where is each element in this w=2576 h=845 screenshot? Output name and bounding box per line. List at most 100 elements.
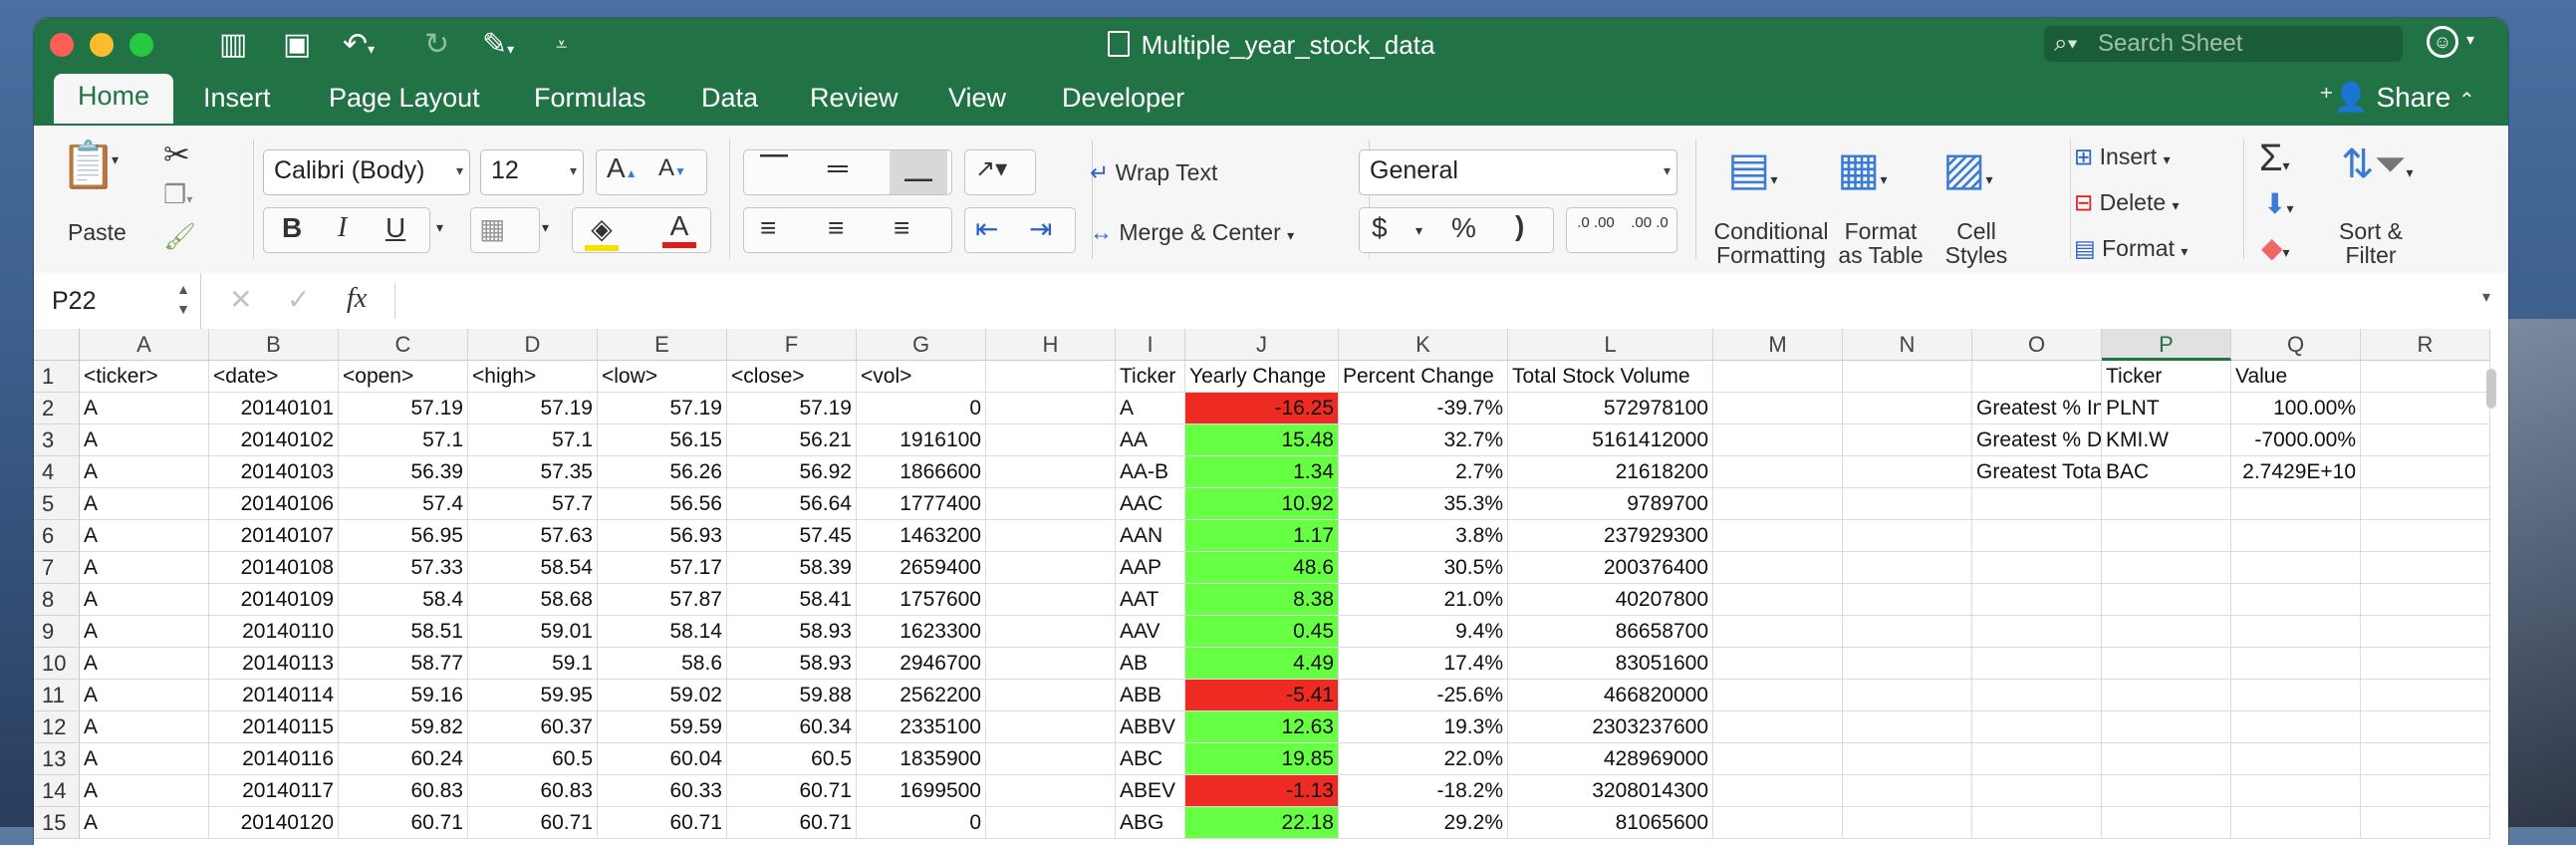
sort-filter-icon[interactable]: ⇅⏷▾	[2341, 142, 2414, 186]
row-header[interactable]: 4	[34, 456, 80, 488]
column-header-h[interactable]: H	[986, 329, 1116, 361]
cell-l2[interactable]: 572978100	[1508, 393, 1713, 424]
cell-j4[interactable]: 1.34	[1185, 456, 1339, 488]
cell-n2[interactable]	[1843, 393, 1972, 424]
column-header-m[interactable]: M	[1713, 329, 1843, 361]
redo-icon[interactable]: ↻	[424, 28, 450, 61]
cell-b8[interactable]: 20140109	[209, 584, 339, 616]
cell-g13[interactable]: 1835900	[857, 743, 986, 775]
cell-m15[interactable]	[1713, 807, 1843, 839]
cell-n9[interactable]	[1843, 616, 1972, 648]
cell-a5[interactable]: A	[80, 488, 209, 520]
cell-m14[interactable]	[1713, 775, 1843, 807]
cell-l15[interactable]: 81065600	[1508, 807, 1713, 839]
delete-cells-button[interactable]: ⊟ Delete ▾	[2074, 189, 2180, 216]
align-left-icon[interactable]: ≡	[760, 212, 777, 243]
cell-r8[interactable]	[2361, 584, 2490, 616]
row-header[interactable]: 2	[34, 393, 80, 424]
cell-m6[interactable]	[1713, 520, 1843, 552]
currency-options-icon[interactable]: ▾	[1416, 222, 1423, 238]
cell-f9[interactable]: 58.93	[727, 616, 857, 648]
cell-o2[interactable]: Greatest % Increase	[1972, 393, 2102, 424]
customize-icon[interactable]: ✎▾	[482, 28, 515, 61]
cell-styles-label[interactable]: Cell Styles	[1936, 219, 2016, 267]
cell-g14[interactable]: 1699500	[857, 775, 986, 807]
cell-i7[interactable]: AAP	[1116, 552, 1185, 584]
cell-k15[interactable]: 29.2%	[1339, 807, 1508, 839]
cell-n15[interactable]	[1843, 807, 1972, 839]
cell-f13[interactable]: 60.5	[727, 743, 857, 775]
conditional-formatting-label[interactable]: Conditional Formatting	[1707, 219, 1835, 267]
row-header[interactable]: 7	[34, 552, 80, 584]
cell-e14[interactable]: 60.33	[598, 775, 727, 807]
cell-q4[interactable]: 2.7429E+10	[2231, 456, 2361, 488]
cell-d7[interactable]: 58.54	[468, 552, 598, 584]
cell-g4[interactable]: 1866600	[857, 456, 986, 488]
row-header[interactable]: 5	[34, 488, 80, 520]
cell-j12[interactable]: 12.63	[1185, 711, 1339, 743]
expand-formula-bar-icon[interactable]: ▾	[2482, 289, 2491, 306]
cell-n13[interactable]	[1843, 743, 1972, 775]
cell-c8[interactable]: 58.4	[339, 584, 468, 616]
cell-f5[interactable]: 56.64	[727, 488, 857, 520]
cell-p9[interactable]	[2102, 616, 2231, 648]
cell-d3[interactable]: 57.1	[468, 424, 598, 456]
cell-j2[interactable]: -16.25	[1185, 393, 1339, 424]
cell-k13[interactable]: 22.0%	[1339, 743, 1508, 775]
cell-m10[interactable]	[1713, 648, 1843, 680]
cell-h9[interactable]	[986, 616, 1116, 648]
cell-styles-icon[interactable]: ▨▾	[1942, 142, 1993, 194]
cell-j14[interactable]: -1.13	[1185, 775, 1339, 807]
cell-k7[interactable]: 30.5%	[1339, 552, 1508, 584]
name-box-stepper-icon[interactable]: ▲ ▼	[176, 281, 190, 317]
cell-n14[interactable]	[1843, 775, 1972, 807]
column-header-q[interactable]: Q	[2231, 329, 2361, 361]
cell-a9[interactable]: A	[80, 616, 209, 648]
cell-c15[interactable]: 60.71	[339, 807, 468, 839]
cell-p12[interactable]	[2102, 711, 2231, 743]
cell-o10[interactable]	[1972, 648, 2102, 680]
cell-o1[interactable]	[1972, 361, 2102, 393]
cell-q6[interactable]	[2231, 520, 2361, 552]
cell-f11[interactable]: 59.88	[727, 680, 857, 711]
cell-i14[interactable]: ABEV	[1116, 775, 1185, 807]
cell-r11[interactable]	[2361, 680, 2490, 711]
cell-p1[interactable]: Ticker	[2102, 361, 2231, 393]
row-header[interactable]: 9	[34, 616, 80, 648]
fill-color-icon[interactable]: ◈	[585, 212, 619, 251]
select-all-corner[interactable]	[34, 329, 80, 361]
cell-k3[interactable]: 32.7%	[1339, 424, 1508, 456]
cell-r6[interactable]	[2361, 520, 2490, 552]
insert-cells-button[interactable]: ⊞ Insert ▾	[2074, 143, 2171, 170]
row-header[interactable]: 12	[34, 711, 80, 743]
cell-d2[interactable]: 57.19	[468, 393, 598, 424]
conditional-formatting-icon[interactable]: ▤▾	[1727, 142, 1778, 194]
cell-m13[interactable]	[1713, 743, 1843, 775]
cell-e5[interactable]: 56.56	[598, 488, 727, 520]
cell-b12[interactable]: 20140115	[209, 711, 339, 743]
format-as-table-label[interactable]: Format as Table	[1831, 219, 1931, 267]
decrease-indent-icon[interactable]: ⇤	[975, 213, 999, 244]
font-color-icon[interactable]: A	[662, 210, 696, 248]
row-header[interactable]: 10	[34, 648, 80, 680]
cell-e8[interactable]: 57.87	[598, 584, 727, 616]
sort-filter-label[interactable]: Sort & Filter	[2331, 219, 2411, 267]
cell-h11[interactable]	[986, 680, 1116, 711]
minimize-button[interactable]	[90, 33, 114, 57]
cell-a10[interactable]: A	[80, 648, 209, 680]
tab-formulas[interactable]: Formulas	[534, 83, 646, 113]
cell-i9[interactable]: AAV	[1116, 616, 1185, 648]
vertical-scrollbar[interactable]	[2486, 369, 2496, 409]
column-header-k[interactable]: K	[1339, 329, 1508, 361]
cell-d10[interactable]: 59.1	[468, 648, 598, 680]
cell-o4[interactable]: Greatest Total Volume	[1972, 456, 2102, 488]
borders-button[interactable]: ▦	[470, 207, 540, 253]
cell-i6[interactable]: AAN	[1116, 520, 1185, 552]
column-header-l[interactable]: L	[1508, 329, 1713, 361]
cell-h2[interactable]	[986, 393, 1116, 424]
cell-b2[interactable]: 20140101	[209, 393, 339, 424]
cell-b15[interactable]: 20140120	[209, 807, 339, 839]
cell-e1[interactable]: <low>	[598, 361, 727, 393]
decrease-decimal-button[interactable]: .00 .0	[1631, 214, 1669, 231]
cell-r2[interactable]	[2361, 393, 2490, 424]
